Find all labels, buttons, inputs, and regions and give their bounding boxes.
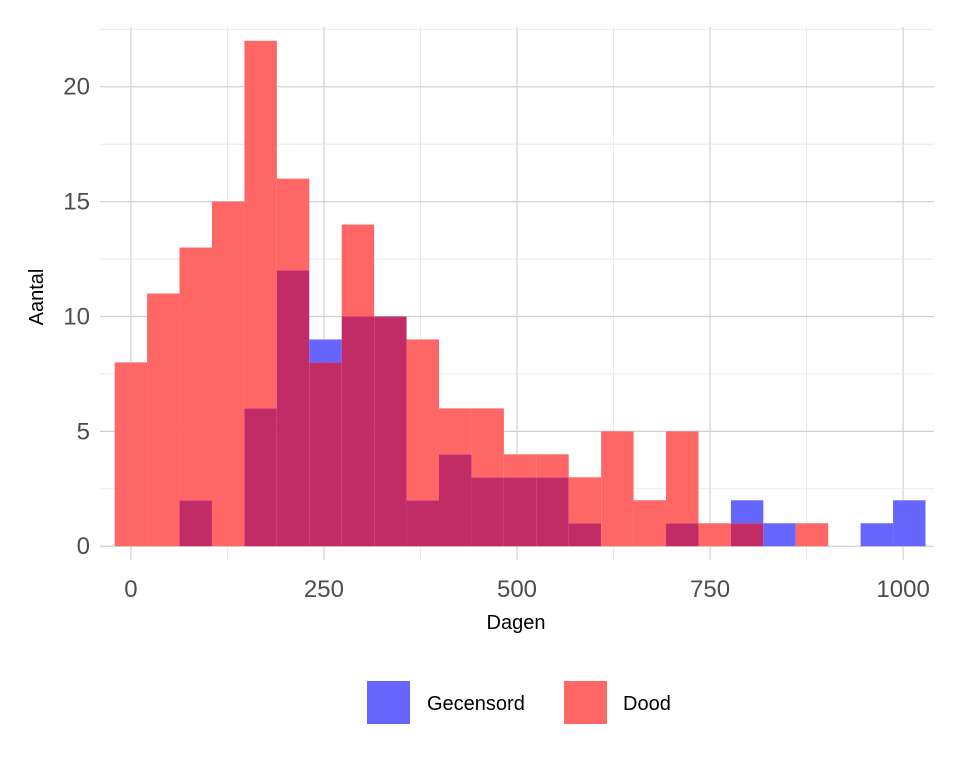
bar-overlap <box>244 408 277 547</box>
legend-key <box>564 681 607 724</box>
y-tick-label: 15 <box>63 189 90 216</box>
x-tick-label: 1000 <box>876 576 929 603</box>
bar-dood <box>276 178 310 271</box>
legend-label: Gecensord <box>427 693 525 715</box>
x-tick-label: 250 <box>304 576 344 603</box>
y-axis-title: Aantal <box>26 269 48 326</box>
bar-dood <box>666 431 699 524</box>
legend-label: Dood <box>623 693 671 715</box>
bar-dood <box>439 408 472 455</box>
x-tick-label: 0 <box>124 576 137 603</box>
bar-gecensord <box>730 500 764 524</box>
bar-dood <box>147 293 180 547</box>
bar-gecensord <box>309 339 342 363</box>
legend-key <box>367 681 410 724</box>
bar-overlap <box>503 477 537 547</box>
y-tick-label: 5 <box>77 418 90 445</box>
bar-overlap <box>276 270 310 547</box>
bar-overlap <box>341 316 375 547</box>
y-tick-label: 0 <box>77 533 90 560</box>
histogram-bars <box>114 40 926 547</box>
bar-overlap <box>179 500 212 547</box>
bar-dood <box>601 431 634 547</box>
bar-dood <box>341 224 375 317</box>
bar-overlap <box>666 523 699 547</box>
x-tick-label: 500 <box>497 576 537 603</box>
bar-dood <box>114 362 148 547</box>
bar-overlap <box>374 316 407 547</box>
bar-dood <box>406 339 440 501</box>
bar-dood <box>244 40 277 409</box>
bar-dood <box>568 477 602 524</box>
bar-gecensord <box>763 523 796 547</box>
bar-overlap <box>439 454 472 547</box>
bar-dood <box>179 247 212 501</box>
bar-overlap <box>406 500 440 547</box>
bar-overlap <box>471 477 504 547</box>
bar-dood <box>471 408 504 478</box>
bar-overlap <box>730 523 764 547</box>
bar-gecensord <box>860 523 894 547</box>
y-tick-label: 10 <box>63 303 90 330</box>
bar-dood <box>795 523 829 547</box>
x-axis-ticks: 0 250 500 750 1000 <box>124 576 930 603</box>
x-axis-title: Dagen <box>487 612 546 634</box>
bar-overlap <box>568 523 602 547</box>
y-tick-label: 20 <box>63 74 90 101</box>
bar-dood <box>698 523 731 547</box>
bar-dood <box>633 500 667 547</box>
bar-gecensord <box>893 500 926 547</box>
x-tick-label: 750 <box>690 576 730 603</box>
bar-dood <box>536 454 569 478</box>
bar-dood <box>211 201 245 547</box>
legend: Gecensord Dood <box>367 681 671 724</box>
bar-overlap <box>309 362 342 547</box>
bar-dood <box>503 454 537 478</box>
bar-overlap <box>536 477 569 547</box>
y-axis-ticks: 0 5 10 15 20 <box>63 74 90 560</box>
